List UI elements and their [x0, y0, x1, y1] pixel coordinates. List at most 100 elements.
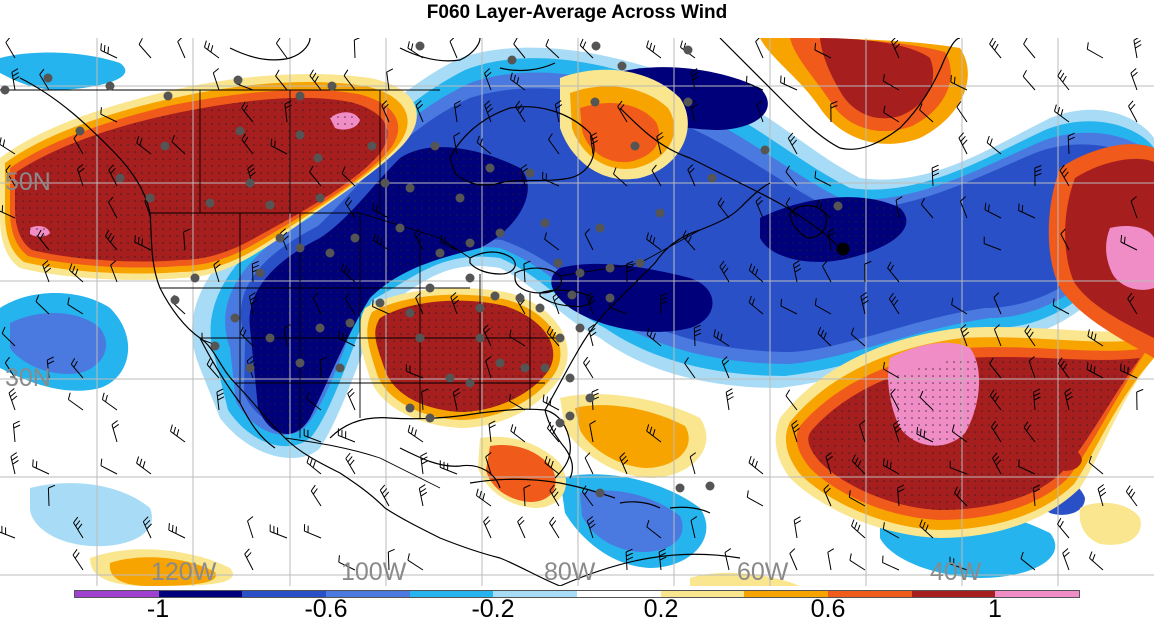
station-marker [605, 263, 615, 273]
wind-barb [989, 389, 1002, 411]
wind-barb [449, 38, 458, 59]
wind-barb [136, 456, 152, 475]
wind-barb [270, 138, 288, 155]
wind-barb [586, 516, 596, 539]
wind-barb [283, 324, 291, 347]
wind-barb [484, 68, 492, 91]
station-marker [230, 313, 240, 323]
colorbar-label-1: 1 [988, 595, 1002, 623]
wind-barb [549, 516, 560, 539]
wind-barb [42, 260, 52, 283]
station-markers [0, 41, 843, 498]
wind-barb [373, 233, 390, 251]
wind-barb [454, 100, 462, 123]
wind-barb [206, 358, 220, 379]
wind-barb [984, 202, 1002, 219]
wind-barb [1130, 68, 1138, 91]
wind-barb [891, 38, 901, 59]
wind-barb [646, 232, 662, 251]
station-marker [575, 323, 585, 333]
highlight-station [836, 242, 850, 256]
wind-barb [247, 516, 254, 539]
wind-barb [780, 75, 798, 91]
wind-barb [950, 75, 968, 91]
colorbar-segment [326, 591, 410, 597]
station-marker [0, 85, 10, 95]
wind-barb [823, 484, 832, 507]
station-marker [235, 126, 245, 136]
wind-barb [689, 452, 697, 475]
wind-barb [951, 424, 968, 443]
station-marker [495, 228, 505, 238]
wind-barb [626, 260, 634, 283]
station-marker [635, 258, 645, 268]
wind-barb [1, 326, 16, 347]
station-marker [605, 293, 615, 303]
wind-barb [1057, 517, 1070, 539]
station-marker [833, 201, 843, 211]
wind-barb [407, 41, 424, 59]
lon-label-100w: 100W [341, 558, 407, 586]
station-marker [495, 358, 505, 368]
wind-barb [1028, 356, 1036, 379]
wind-barb [959, 196, 968, 219]
wind-barb [544, 232, 560, 251]
wind-barb [882, 522, 900, 539]
wind-barb [142, 516, 152, 539]
wind-barb [306, 455, 322, 475]
station-marker [575, 268, 585, 278]
wind-barb [1086, 362, 1104, 379]
wind-barb [954, 486, 968, 507]
station-marker [655, 208, 665, 218]
wind-barb [1020, 551, 1036, 571]
wind-barb [509, 329, 526, 347]
wind-barb [756, 100, 764, 123]
wind-barb [958, 132, 968, 155]
colorbar-label-neg06: -0.6 [304, 595, 348, 623]
wind-barb [100, 458, 118, 475]
wind-barb [101, 392, 118, 411]
wind-barb [0, 137, 16, 155]
wind-barb [1130, 196, 1138, 219]
wind-barb [32, 459, 50, 475]
wind-barb [340, 263, 356, 283]
wind-barb [488, 420, 496, 443]
wind-barb [1064, 388, 1073, 411]
wind-barb [748, 455, 764, 475]
lat-label-30n: 30N [5, 364, 51, 392]
colorbar-label-neg1: -1 [146, 595, 170, 623]
wind-barb [213, 260, 221, 283]
wind-barb [484, 100, 493, 123]
wind-barb [5, 38, 16, 59]
station-marker [525, 168, 535, 178]
wind-barb [12, 420, 21, 443]
wind-barb [239, 326, 254, 347]
wind-barb [713, 329, 730, 347]
wind-barb [275, 69, 288, 91]
station-marker [275, 233, 285, 243]
lon-label-40w: 40W [930, 558, 982, 586]
station-marker [160, 141, 170, 151]
wind-barb [542, 394, 560, 411]
wind-barb [851, 519, 866, 539]
wind-barb [453, 132, 460, 155]
station-marker [295, 358, 305, 368]
wind-barb [719, 260, 730, 283]
wind-barb [413, 228, 424, 251]
station-marker [315, 193, 325, 203]
wind-barb [755, 38, 764, 59]
wind-barb [658, 548, 667, 571]
wind-barb [1127, 292, 1138, 315]
wind-barb [69, 263, 84, 283]
wind-barb [387, 548, 395, 571]
wind-barb [104, 229, 118, 251]
wind-barb [510, 424, 526, 443]
wind-barb [916, 426, 934, 443]
colorbar-segment [409, 591, 494, 597]
wind-barb [617, 100, 628, 123]
wind-barb [646, 520, 662, 539]
wind-barb [110, 260, 118, 283]
colorbar-label-06: 0.6 [810, 595, 846, 623]
wind-barb [817, 326, 832, 347]
wind-barb [70, 357, 84, 379]
